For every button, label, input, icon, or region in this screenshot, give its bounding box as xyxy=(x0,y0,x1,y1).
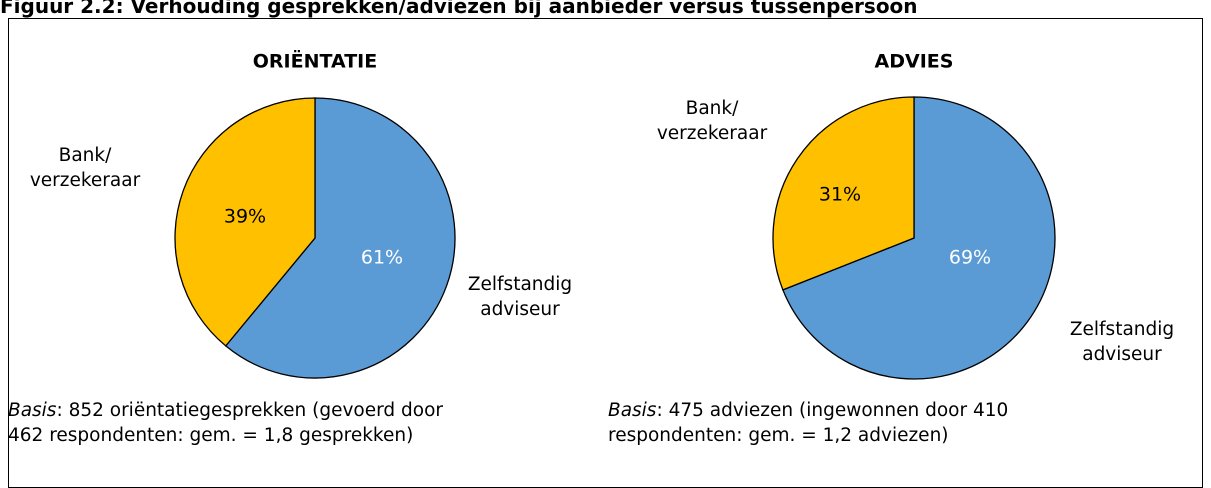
category-label: Zelfstandig adviseur xyxy=(467,274,573,320)
pie-slice xyxy=(782,96,1056,380)
pie-slice xyxy=(772,96,915,291)
charts: ORIËNTATIE 61% 39% ADVIES 69% 31% xyxy=(174,49,1056,380)
note-text: : 852 oriëntatiegesprekken (gevoerd door… xyxy=(8,400,444,446)
note: Basis: 852 oriëntatiegesprekken (gevoerd… xyxy=(8,398,468,448)
value-label: 69% xyxy=(949,247,991,269)
category-label: Bank/ verzekeraar xyxy=(656,98,768,144)
note-emphasis: Basis xyxy=(8,400,57,421)
chart-title: ADVIES xyxy=(875,51,954,73)
pie-slice xyxy=(224,97,456,379)
category-label: Bank/ verzekeraar xyxy=(29,145,141,191)
value-label: 39% xyxy=(224,206,266,228)
figure-title: Figuur 2.2: Verhouding gesprekken/adviez… xyxy=(0,0,928,18)
category-label: Zelfstandig adviseur xyxy=(1069,319,1175,365)
chart-title: ORIËNTATIE xyxy=(253,49,377,73)
value-label: 31% xyxy=(819,184,861,206)
note-text: : 475 adviezen (ingewonnen door 410 resp… xyxy=(608,400,1009,446)
note-emphasis: Basis xyxy=(608,400,657,421)
note: Basis: 475 adviezen (ingewonnen door 410… xyxy=(608,398,1068,448)
pie-slice xyxy=(174,97,316,347)
value-label: 61% xyxy=(361,247,403,269)
